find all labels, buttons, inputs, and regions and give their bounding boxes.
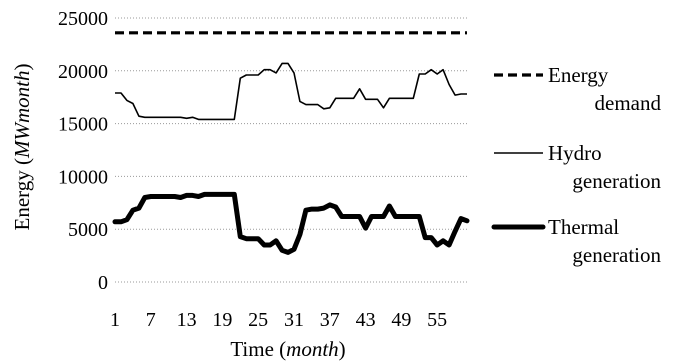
y-tick-label: 25000 xyxy=(58,8,108,30)
x-tick-label: 43 xyxy=(356,309,376,331)
x-tick-label: 55 xyxy=(427,309,447,331)
x-tick-labels: 1 7 13 19 25 31 37 43 49 55 xyxy=(110,309,447,331)
legend-label: demand xyxy=(595,91,662,115)
legend-label: generation xyxy=(572,243,661,267)
y-tick-label: 15000 xyxy=(58,114,108,136)
x-tick-label: 31 xyxy=(284,309,304,331)
y-axis-title: Energy (MWmonth) xyxy=(10,63,34,230)
series-line-2 xyxy=(112,191,470,255)
legend: Energy demand Hydro generation Thermal genera… xyxy=(491,63,662,267)
series-line-1 xyxy=(115,62,467,121)
x-tick-label: 19 xyxy=(212,309,232,331)
y-tick-label: 5000 xyxy=(68,219,108,241)
legend-label: Energy xyxy=(548,63,609,87)
x-tick-label: 13 xyxy=(177,309,197,331)
legend-label: generation xyxy=(572,169,661,193)
y-tick-labels: 0 5000 10000 15000 20000 25000 xyxy=(58,8,108,294)
y-tick-label: 0 xyxy=(98,272,108,294)
x-tick-label: 37 xyxy=(320,309,340,331)
legend-label: Thermal xyxy=(548,215,619,239)
x-tick-label: 1 xyxy=(110,309,120,331)
legend-label: Hydro xyxy=(548,141,602,165)
x-tick-label: 7 xyxy=(146,309,156,331)
x-tick-label: 25 xyxy=(248,309,268,331)
x-axis-title: Time (month) xyxy=(230,337,345,361)
x-tick-label: 49 xyxy=(391,309,411,331)
series-layer xyxy=(112,31,470,255)
gridlines xyxy=(115,17,467,283)
y-tick-label: 20000 xyxy=(58,61,108,83)
y-tick-label: 10000 xyxy=(58,166,108,188)
